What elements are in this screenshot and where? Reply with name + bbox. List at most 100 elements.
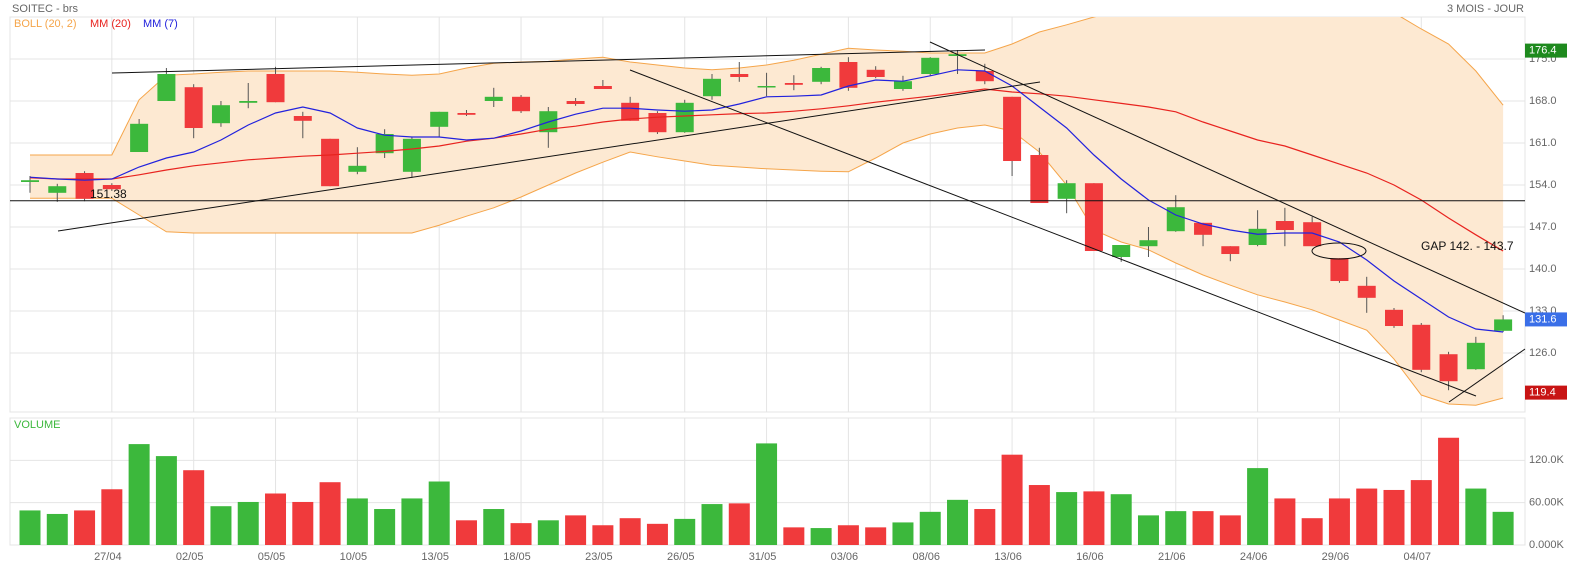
volume-bar bbox=[101, 489, 123, 545]
trend-line bbox=[629, 69, 1477, 397]
candle-body bbox=[402, 138, 421, 172]
volume-bar bbox=[756, 443, 778, 545]
period: 3 MOIS - JOUR bbox=[1447, 3, 1524, 15]
y-tick-label: 0.000K bbox=[1529, 539, 1565, 551]
gap-ellipse bbox=[1311, 242, 1367, 260]
candle-body bbox=[1057, 183, 1076, 199]
candle-body bbox=[812, 68, 831, 82]
volume-bar bbox=[210, 506, 232, 545]
candle-body bbox=[948, 54, 967, 57]
x-tick-label: 29/06 bbox=[1322, 551, 1350, 563]
volume-bar bbox=[1410, 480, 1432, 545]
volume-bar bbox=[292, 501, 314, 545]
y-tick-label: 60.00K bbox=[1529, 497, 1565, 509]
candle-body bbox=[621, 102, 640, 121]
y-tick-label: 168.0 bbox=[1529, 95, 1557, 107]
volume-bar bbox=[592, 525, 614, 545]
candle-body bbox=[593, 86, 612, 90]
volume-bar bbox=[19, 510, 41, 545]
candle-body bbox=[1221, 246, 1240, 255]
candle-body bbox=[1248, 228, 1267, 246]
candle-body bbox=[102, 185, 121, 190]
y-tick-label: 175.0 bbox=[1529, 53, 1557, 65]
volume-bar bbox=[974, 509, 996, 545]
candle-body bbox=[484, 96, 503, 102]
candle-body bbox=[1466, 342, 1485, 370]
volume-bar bbox=[865, 527, 887, 545]
label-layer: 126.0133.0140.0147.0154.0161.0168.0175.0… bbox=[10, 18, 1567, 563]
volume-bar bbox=[401, 498, 423, 545]
volume-bar bbox=[1192, 511, 1214, 545]
candle-body bbox=[184, 87, 203, 129]
volume-bar bbox=[619, 518, 641, 545]
candle-body bbox=[1439, 354, 1458, 382]
candle-body bbox=[1112, 245, 1131, 258]
volume-bar bbox=[728, 503, 750, 545]
bollinger-lower bbox=[30, 124, 1504, 406]
volume-bar bbox=[1001, 454, 1023, 545]
chart-title: SOITEC - brs bbox=[12, 3, 79, 15]
volume-bar bbox=[646, 523, 668, 545]
trend-line bbox=[57, 81, 1041, 232]
candle-body bbox=[1385, 309, 1403, 327]
volume-bar bbox=[1356, 488, 1378, 545]
candle-body bbox=[1084, 183, 1103, 252]
candle-body bbox=[266, 74, 285, 103]
volume-bar bbox=[346, 498, 368, 545]
candle-body bbox=[1330, 258, 1349, 282]
volume-bar bbox=[483, 509, 505, 545]
volume-bar bbox=[1028, 485, 1050, 545]
volume-bar bbox=[1219, 515, 1241, 545]
legend-entry: MM (20) bbox=[90, 18, 131, 30]
candle-body bbox=[893, 81, 912, 90]
x-tick-label: 27/04 bbox=[94, 551, 122, 563]
volume-bar bbox=[183, 470, 205, 545]
candle-body bbox=[1194, 222, 1213, 235]
candle-body bbox=[1303, 222, 1322, 247]
price-marker-label: 119.4 bbox=[1529, 387, 1556, 399]
volume-bar bbox=[1165, 511, 1187, 545]
candle-body bbox=[566, 101, 585, 105]
x-tick-label: 04/07 bbox=[1404, 551, 1432, 563]
candle-body bbox=[975, 71, 994, 82]
volume-bar bbox=[374, 509, 396, 545]
line-layer bbox=[29, 69, 1504, 333]
candle-body bbox=[348, 165, 367, 172]
volume-bar bbox=[319, 482, 341, 545]
volume-bar bbox=[1383, 489, 1405, 545]
x-tick-label: 05/05 bbox=[258, 551, 286, 563]
price-marker bbox=[1525, 312, 1567, 327]
x-tick-label: 16/06 bbox=[1076, 551, 1104, 563]
legend-entry: BOLL (20, 2) bbox=[14, 18, 77, 30]
candle-body bbox=[211, 105, 230, 124]
candle-body bbox=[293, 116, 312, 121]
volume-bar bbox=[510, 523, 532, 545]
x-tick-label: 26/05 bbox=[667, 551, 695, 563]
candle-body bbox=[321, 138, 340, 187]
x-tick-label: 10/05 bbox=[340, 551, 368, 563]
trend-line bbox=[111, 49, 986, 74]
volume-bar bbox=[1328, 498, 1350, 545]
candle-body bbox=[157, 74, 176, 102]
reference-label: 151.38 bbox=[90, 187, 127, 201]
y-tick-label: 126.0 bbox=[1529, 347, 1557, 359]
x-tick-label: 18/05 bbox=[503, 551, 531, 563]
volume-bar bbox=[1056, 492, 1078, 545]
trend-line bbox=[1448, 348, 1526, 403]
bollinger-fill bbox=[30, 17, 1504, 406]
candle-body bbox=[675, 102, 694, 133]
y-tick-label: 147.0 bbox=[1529, 221, 1557, 233]
candle-body bbox=[457, 113, 476, 115]
price-pane bbox=[9, 16, 1526, 413]
volume-bar bbox=[74, 510, 96, 545]
volume-title: VOLUME bbox=[14, 419, 60, 431]
volume-bar bbox=[1492, 511, 1514, 545]
volume-bar bbox=[155, 456, 177, 545]
volume-bar bbox=[1274, 498, 1296, 545]
x-tick-label: 21/06 bbox=[1158, 551, 1186, 563]
volume-bar bbox=[237, 501, 259, 545]
volume-bar bbox=[1083, 491, 1105, 545]
volume-bar bbox=[565, 515, 587, 545]
candle-body bbox=[1275, 221, 1294, 231]
